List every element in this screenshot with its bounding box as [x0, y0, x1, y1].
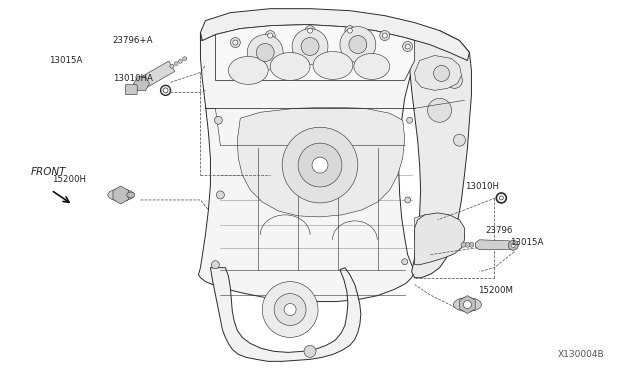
Polygon shape: [415, 55, 461, 90]
Circle shape: [233, 40, 238, 45]
Text: 13015A: 13015A: [49, 56, 83, 65]
Circle shape: [465, 242, 470, 247]
Circle shape: [262, 282, 318, 337]
Polygon shape: [410, 31, 472, 278]
Polygon shape: [200, 9, 469, 61]
Circle shape: [463, 301, 472, 308]
Text: 13010H: 13010H: [465, 182, 499, 191]
Circle shape: [230, 38, 240, 48]
Circle shape: [163, 88, 168, 93]
Text: FRONT: FRONT: [31, 167, 67, 177]
Circle shape: [256, 44, 274, 61]
Circle shape: [508, 240, 518, 250]
Circle shape: [304, 346, 316, 357]
Circle shape: [308, 28, 312, 33]
Circle shape: [499, 196, 503, 200]
Polygon shape: [139, 61, 175, 89]
Circle shape: [282, 127, 358, 203]
Text: 15200M: 15200M: [478, 286, 513, 295]
Circle shape: [268, 33, 273, 38]
Ellipse shape: [313, 51, 353, 79]
Polygon shape: [415, 213, 465, 265]
Ellipse shape: [228, 57, 268, 84]
Circle shape: [305, 26, 315, 36]
Circle shape: [292, 29, 328, 64]
Circle shape: [247, 35, 283, 70]
Circle shape: [511, 243, 515, 247]
Circle shape: [405, 44, 410, 49]
Circle shape: [214, 116, 222, 124]
Circle shape: [433, 65, 449, 81]
Polygon shape: [237, 107, 404, 217]
Circle shape: [348, 28, 353, 33]
Circle shape: [312, 157, 328, 173]
Circle shape: [183, 57, 187, 61]
Text: X130004B: X130004B: [557, 350, 604, 359]
Circle shape: [298, 143, 342, 187]
Circle shape: [461, 242, 466, 247]
Polygon shape: [476, 240, 513, 250]
Polygon shape: [415, 215, 465, 258]
Circle shape: [406, 117, 413, 123]
Ellipse shape: [270, 52, 310, 80]
Polygon shape: [211, 268, 361, 361]
Polygon shape: [216, 25, 415, 80]
Circle shape: [402, 259, 408, 265]
Circle shape: [179, 59, 182, 63]
Circle shape: [345, 26, 355, 36]
Circle shape: [265, 31, 275, 41]
Text: 23796+A: 23796+A: [113, 36, 153, 45]
Text: 13015A: 13015A: [510, 238, 543, 247]
Circle shape: [170, 64, 174, 68]
Circle shape: [428, 98, 451, 122]
Circle shape: [447, 73, 463, 89]
Circle shape: [469, 242, 474, 247]
Polygon shape: [198, 25, 418, 302]
Circle shape: [174, 62, 178, 66]
Circle shape: [284, 304, 296, 315]
Circle shape: [340, 26, 376, 62]
Ellipse shape: [454, 298, 481, 311]
Circle shape: [454, 134, 465, 146]
Circle shape: [301, 38, 319, 55]
Circle shape: [274, 294, 306, 326]
Circle shape: [404, 197, 411, 203]
Circle shape: [216, 191, 225, 199]
Text: 13010HA: 13010HA: [113, 74, 153, 83]
Ellipse shape: [108, 189, 134, 201]
Ellipse shape: [354, 54, 390, 79]
Circle shape: [349, 36, 367, 54]
Circle shape: [403, 42, 413, 51]
Text: 23796: 23796: [486, 227, 513, 235]
Text: 15200H: 15200H: [52, 174, 86, 183]
Circle shape: [380, 31, 390, 41]
Circle shape: [211, 261, 220, 269]
Circle shape: [382, 33, 387, 38]
Ellipse shape: [127, 192, 134, 198]
FancyBboxPatch shape: [125, 84, 137, 94]
